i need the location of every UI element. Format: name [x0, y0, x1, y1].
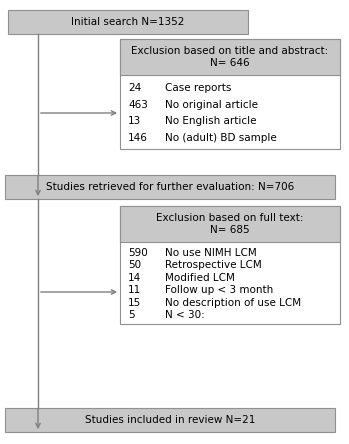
Text: No description of use LCM: No description of use LCM: [165, 297, 301, 308]
Text: 50: 50: [128, 261, 141, 270]
Text: 5: 5: [128, 310, 135, 320]
Text: Initial search N=1352: Initial search N=1352: [71, 17, 185, 27]
Bar: [120, 39, 340, 75]
Text: 463: 463: [128, 100, 148, 110]
Text: 24: 24: [128, 83, 141, 93]
Text: No use NIMH LCM: No use NIMH LCM: [165, 248, 257, 258]
Text: Studies included in review N=21: Studies included in review N=21: [85, 415, 255, 425]
Text: Retrospective LCM: Retrospective LCM: [165, 261, 262, 270]
Text: 146: 146: [128, 133, 148, 143]
Text: Studies retrieved for further evaluation: N=706: Studies retrieved for further evaluation…: [46, 182, 294, 192]
Text: No original article: No original article: [165, 100, 258, 110]
Text: N= 646: N= 646: [210, 58, 250, 68]
Text: No English article: No English article: [165, 116, 257, 126]
Bar: [120, 206, 340, 242]
Text: Case reports: Case reports: [165, 83, 231, 93]
Bar: [120, 39, 340, 149]
Text: 11: 11: [128, 285, 141, 295]
Text: Exclusion based on full text:: Exclusion based on full text:: [156, 213, 304, 223]
Text: 590: 590: [128, 248, 148, 258]
Text: Follow up < 3 month: Follow up < 3 month: [165, 285, 273, 295]
Bar: [8, 10, 248, 34]
Text: Modified LCM: Modified LCM: [165, 273, 235, 283]
Text: 14: 14: [128, 273, 141, 283]
Text: 15: 15: [128, 297, 141, 308]
Text: Exclusion based on title and abstract:: Exclusion based on title and abstract:: [131, 46, 329, 56]
Text: N < 30:: N < 30:: [165, 310, 205, 320]
Text: No (adult) BD sample: No (adult) BD sample: [165, 133, 277, 143]
Text: 13: 13: [128, 116, 141, 126]
Text: N= 685: N= 685: [210, 225, 250, 235]
Bar: [120, 206, 340, 324]
Bar: [5, 408, 335, 432]
Bar: [5, 175, 335, 199]
